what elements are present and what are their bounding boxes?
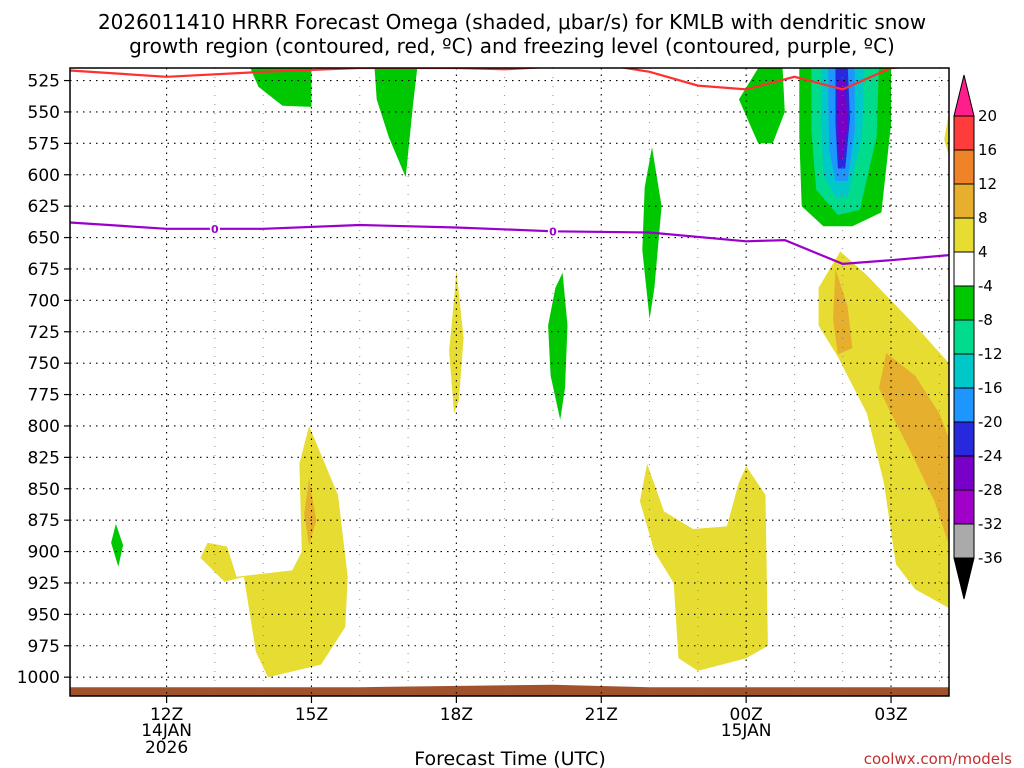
- xtick-label-12: 12Z: [150, 705, 183, 725]
- colorbar-label-4: 4: [978, 243, 988, 261]
- credit-text: coolwx.com/models: [864, 750, 1012, 768]
- y-axis: 525 550 575 600 625 650 675 700 725 750 775 800 825 8…: [17, 72, 70, 688]
- colorbar-box-10: [953, 421, 975, 457]
- colorbar-label-3: 8: [978, 209, 988, 227]
- colorbar-arrow-top: [953, 74, 975, 117]
- colorbar-box-9: [953, 387, 975, 423]
- x-axis-label: Forecast Time (UTC): [414, 748, 605, 768]
- xtick-date-24: 15JAN: [721, 721, 772, 741]
- colorbar-box-2: [953, 149, 975, 185]
- xtick-year-12: 2026: [145, 738, 188, 758]
- freezing-level-label-0: 0: [211, 223, 219, 236]
- ytick-label-575: 575: [28, 134, 60, 154]
- ytick-label-775: 775: [28, 386, 60, 406]
- colorbar-label-13: -36: [978, 549, 1003, 567]
- colorbar-label-1: 16: [978, 141, 997, 159]
- ytick-label-900: 900: [28, 543, 60, 563]
- ytick-label-850: 850: [28, 480, 60, 500]
- colorbar-label-6: -8: [978, 311, 993, 329]
- ytick-label-525: 525: [28, 72, 60, 92]
- colorbar-label-10: -24: [978, 447, 1003, 465]
- plot-frame: [69, 67, 950, 697]
- colorbar-label-7: -12: [978, 345, 1003, 363]
- colorbar-box-11: [953, 455, 975, 491]
- dgz-contour-line: [70, 68, 908, 91]
- xtick-date-12: 14JAN: [141, 721, 192, 741]
- xtick-label-21: 21Z: [585, 705, 618, 725]
- ytick-label-725: 725: [28, 323, 60, 343]
- ytick-label-650: 650: [28, 229, 60, 249]
- ytick-label-875: 875: [28, 511, 60, 531]
- colorbar-box-5: [953, 251, 975, 287]
- ytick-label-800: 800: [28, 417, 60, 437]
- ytick-label-700: 700: [28, 291, 60, 311]
- chart-title-line2: growth region (contoured, red, ºC) and f…: [129, 34, 895, 58]
- colorbar-box-8: [953, 353, 975, 389]
- chart-title-line1: 2026011410 HRRR Forecast Omega (shaded, …: [98, 10, 926, 34]
- colorbar-box-1: [953, 115, 975, 151]
- colorbar-arrow-bottom: [953, 557, 975, 600]
- omega-pos8-15z: [304, 478, 317, 546]
- omega-neg8-upper-17z: [374, 68, 418, 178]
- colorbar-label-11: -28: [978, 481, 1003, 499]
- xtick-label-18: 18Z: [440, 705, 473, 725]
- terrain-surface: [70, 684, 949, 696]
- ytick-label-825: 825: [28, 448, 60, 468]
- omega-neg28-02z: [837, 80, 848, 160]
- ytick-label-1000: 1000: [17, 668, 60, 688]
- ytick-label-550: 550: [28, 103, 60, 123]
- omega-neg8-upper-14z: [250, 68, 312, 107]
- colorbar-box-7: [953, 319, 975, 355]
- colorbar: 20 16 12 8 4 -4 -8 -12 -16 -20 -24 -28 -32 -36: [953, 74, 1003, 600]
- omega-neg8-20z: [548, 272, 568, 420]
- omega-pos4-right-edge: [944, 112, 949, 156]
- ytick-label-975: 975: [28, 637, 60, 657]
- colorbar-label-9: -20: [978, 413, 1003, 431]
- ytick-label-925: 925: [28, 574, 60, 594]
- colorbar-box-3: [953, 183, 975, 219]
- gridlines: [70, 68, 949, 696]
- freezing-label-bg-1: [547, 224, 558, 238]
- colorbar-box-13: [953, 523, 975, 559]
- colorbar-label-8: -16: [978, 379, 1003, 397]
- ytick-label-950: 950: [28, 605, 60, 625]
- colorbar-label-5: -4: [978, 277, 993, 295]
- ytick-label-750: 750: [28, 354, 60, 374]
- freezing-level-line: [70, 221, 949, 266]
- colorbar-box-6: [953, 285, 975, 321]
- xtick-label-24: 00Z: [730, 705, 763, 725]
- omega-pos8-03z: [879, 353, 949, 546]
- colorbar-label-12: -32: [978, 515, 1003, 533]
- ytick-label-675: 675: [28, 260, 60, 280]
- xtick-label-27: 03Z: [874, 705, 907, 725]
- freezing-level-label-1: 0: [549, 225, 557, 238]
- colorbar-label-2: 12: [978, 175, 997, 193]
- freezing-label-bg-0: [209, 221, 220, 235]
- omega-neg8-11z: [111, 523, 124, 567]
- colorbar-label-0: 20: [978, 107, 997, 125]
- omega-neg8-0030z: [738, 68, 785, 144]
- colorbar-box-12: [953, 489, 975, 525]
- omega-pos4-2230z: [639, 463, 768, 671]
- ytick-label-625: 625: [28, 197, 60, 217]
- ytick-label-600: 600: [28, 166, 60, 186]
- colorbar-box-4: [953, 217, 975, 253]
- xtick-label-15: 15Z: [295, 705, 328, 725]
